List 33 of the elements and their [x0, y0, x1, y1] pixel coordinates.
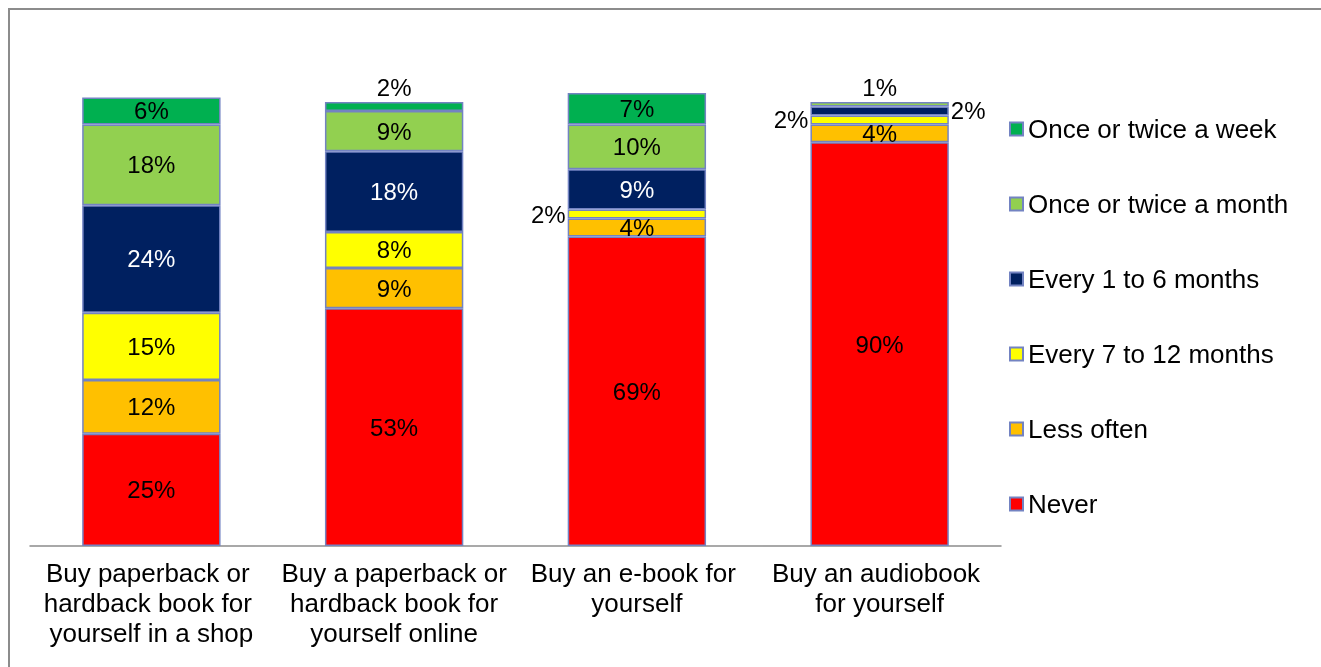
legend-label: Once or twice a week	[1028, 114, 1278, 144]
data-label: 15%	[127, 332, 176, 360]
data-label: 2%	[531, 200, 566, 228]
data-label: 9%	[619, 175, 655, 203]
data-label: 6%	[134, 97, 169, 125]
data-label: 53%	[370, 413, 419, 441]
legend-label: Once or twice a month	[1028, 189, 1289, 219]
data-label: 12%	[127, 393, 176, 421]
data-label: 8%	[376, 236, 412, 264]
legend-label: Every 1 to 6 months	[1028, 264, 1260, 294]
data-label: 24%	[127, 245, 176, 273]
data-label: 69%	[612, 377, 661, 405]
data-label: 90%	[855, 330, 904, 358]
data-label: 4%	[619, 214, 655, 242]
x-tick-label: Buy an audiobook for yourself	[771, 558, 988, 618]
data-label: 9%	[376, 117, 412, 145]
data-label: 18%	[127, 151, 176, 179]
data-label: 1%	[862, 74, 897, 102]
x-tick-label: Buy paperback or hardback book for yourself in a shop	[43, 558, 260, 648]
legend-label: Every 7 to 12 months	[1028, 339, 1274, 369]
data-label: 7%	[619, 95, 655, 123]
data-label: 9%	[376, 274, 412, 302]
data-label: 4%	[862, 119, 897, 147]
data-label: 25%	[127, 476, 176, 504]
data-label: 2%	[950, 97, 986, 125]
data-label: 10%	[612, 133, 661, 161]
legend-label: Never	[1028, 489, 1098, 519]
x-tick-label: Buy a paperback or hardback book for yourself online	[281, 558, 508, 648]
data-label: 18%	[370, 178, 419, 206]
data-label: 2%	[773, 106, 809, 134]
x-tick-label: Buy an e-book for yourself	[530, 558, 744, 618]
legend-label: Less often	[1028, 414, 1148, 444]
data-label: 2%	[376, 74, 412, 102]
